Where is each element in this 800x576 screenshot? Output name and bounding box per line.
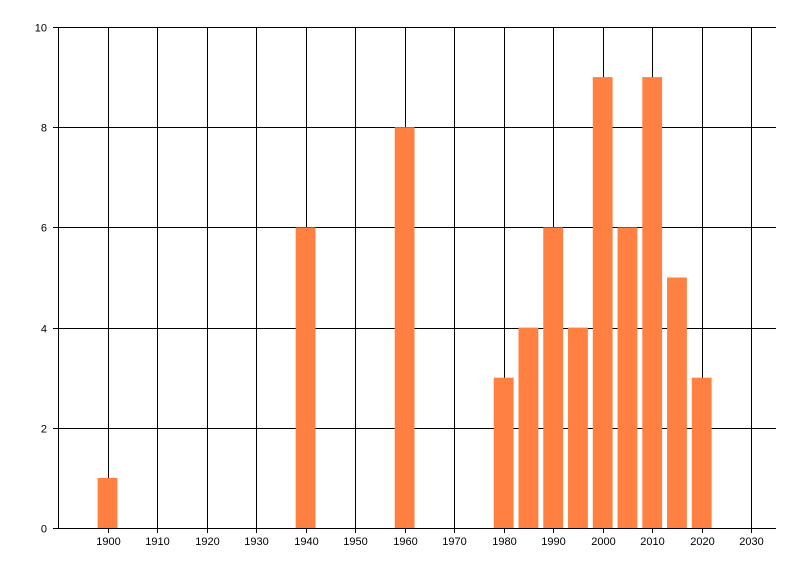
bar-2020: [691, 377, 712, 528]
x-tick-label: 1990: [541, 536, 565, 548]
bar-1900: [97, 477, 118, 528]
x-tick-label: 1980: [492, 536, 516, 548]
x-tick-label: 2030: [739, 536, 763, 548]
x-axis-tick-labels: 1900 1910 1920 1930 1940 1950 1960 1970 1980 1990…: [96, 536, 763, 548]
bar-2010: [642, 77, 663, 528]
x-tick-label: 1920: [195, 536, 219, 548]
bar-1940: [295, 227, 316, 528]
bar-1980: [493, 377, 514, 528]
bar-1990: [543, 227, 564, 528]
x-tick-label: 2020: [690, 536, 714, 548]
bar-1985: [518, 327, 539, 528]
x-tick-label: 1940: [294, 536, 318, 548]
x-tick-label: 1910: [145, 536, 169, 548]
bar-2000: [592, 77, 613, 528]
bar-1960: [394, 127, 415, 528]
y-tick-label: 2: [41, 424, 47, 436]
bar-1995: [568, 327, 588, 528]
x-tick-label: 1900: [96, 536, 120, 548]
y-axis-tick-labels: 0 2 4 6 8 10: [35, 23, 47, 536]
y-tick-label: 8: [41, 123, 47, 135]
bar-2015: [667, 277, 687, 528]
bar-2005: [617, 227, 638, 528]
x-tick-label: 2010: [640, 536, 664, 548]
x-tick-label: 1970: [442, 536, 466, 548]
y-tick-label: 0: [41, 524, 47, 536]
y-tick-label: 10: [35, 23, 47, 35]
x-tick-label: 2000: [591, 536, 615, 548]
x-tick-label: 1960: [393, 536, 417, 548]
bars: [97, 77, 712, 528]
x-tick-label: 1950: [343, 536, 367, 548]
y-tick-label: 4: [41, 324, 47, 336]
y-tick-label: 6: [41, 223, 47, 235]
x-tick-label: 1930: [244, 536, 268, 548]
